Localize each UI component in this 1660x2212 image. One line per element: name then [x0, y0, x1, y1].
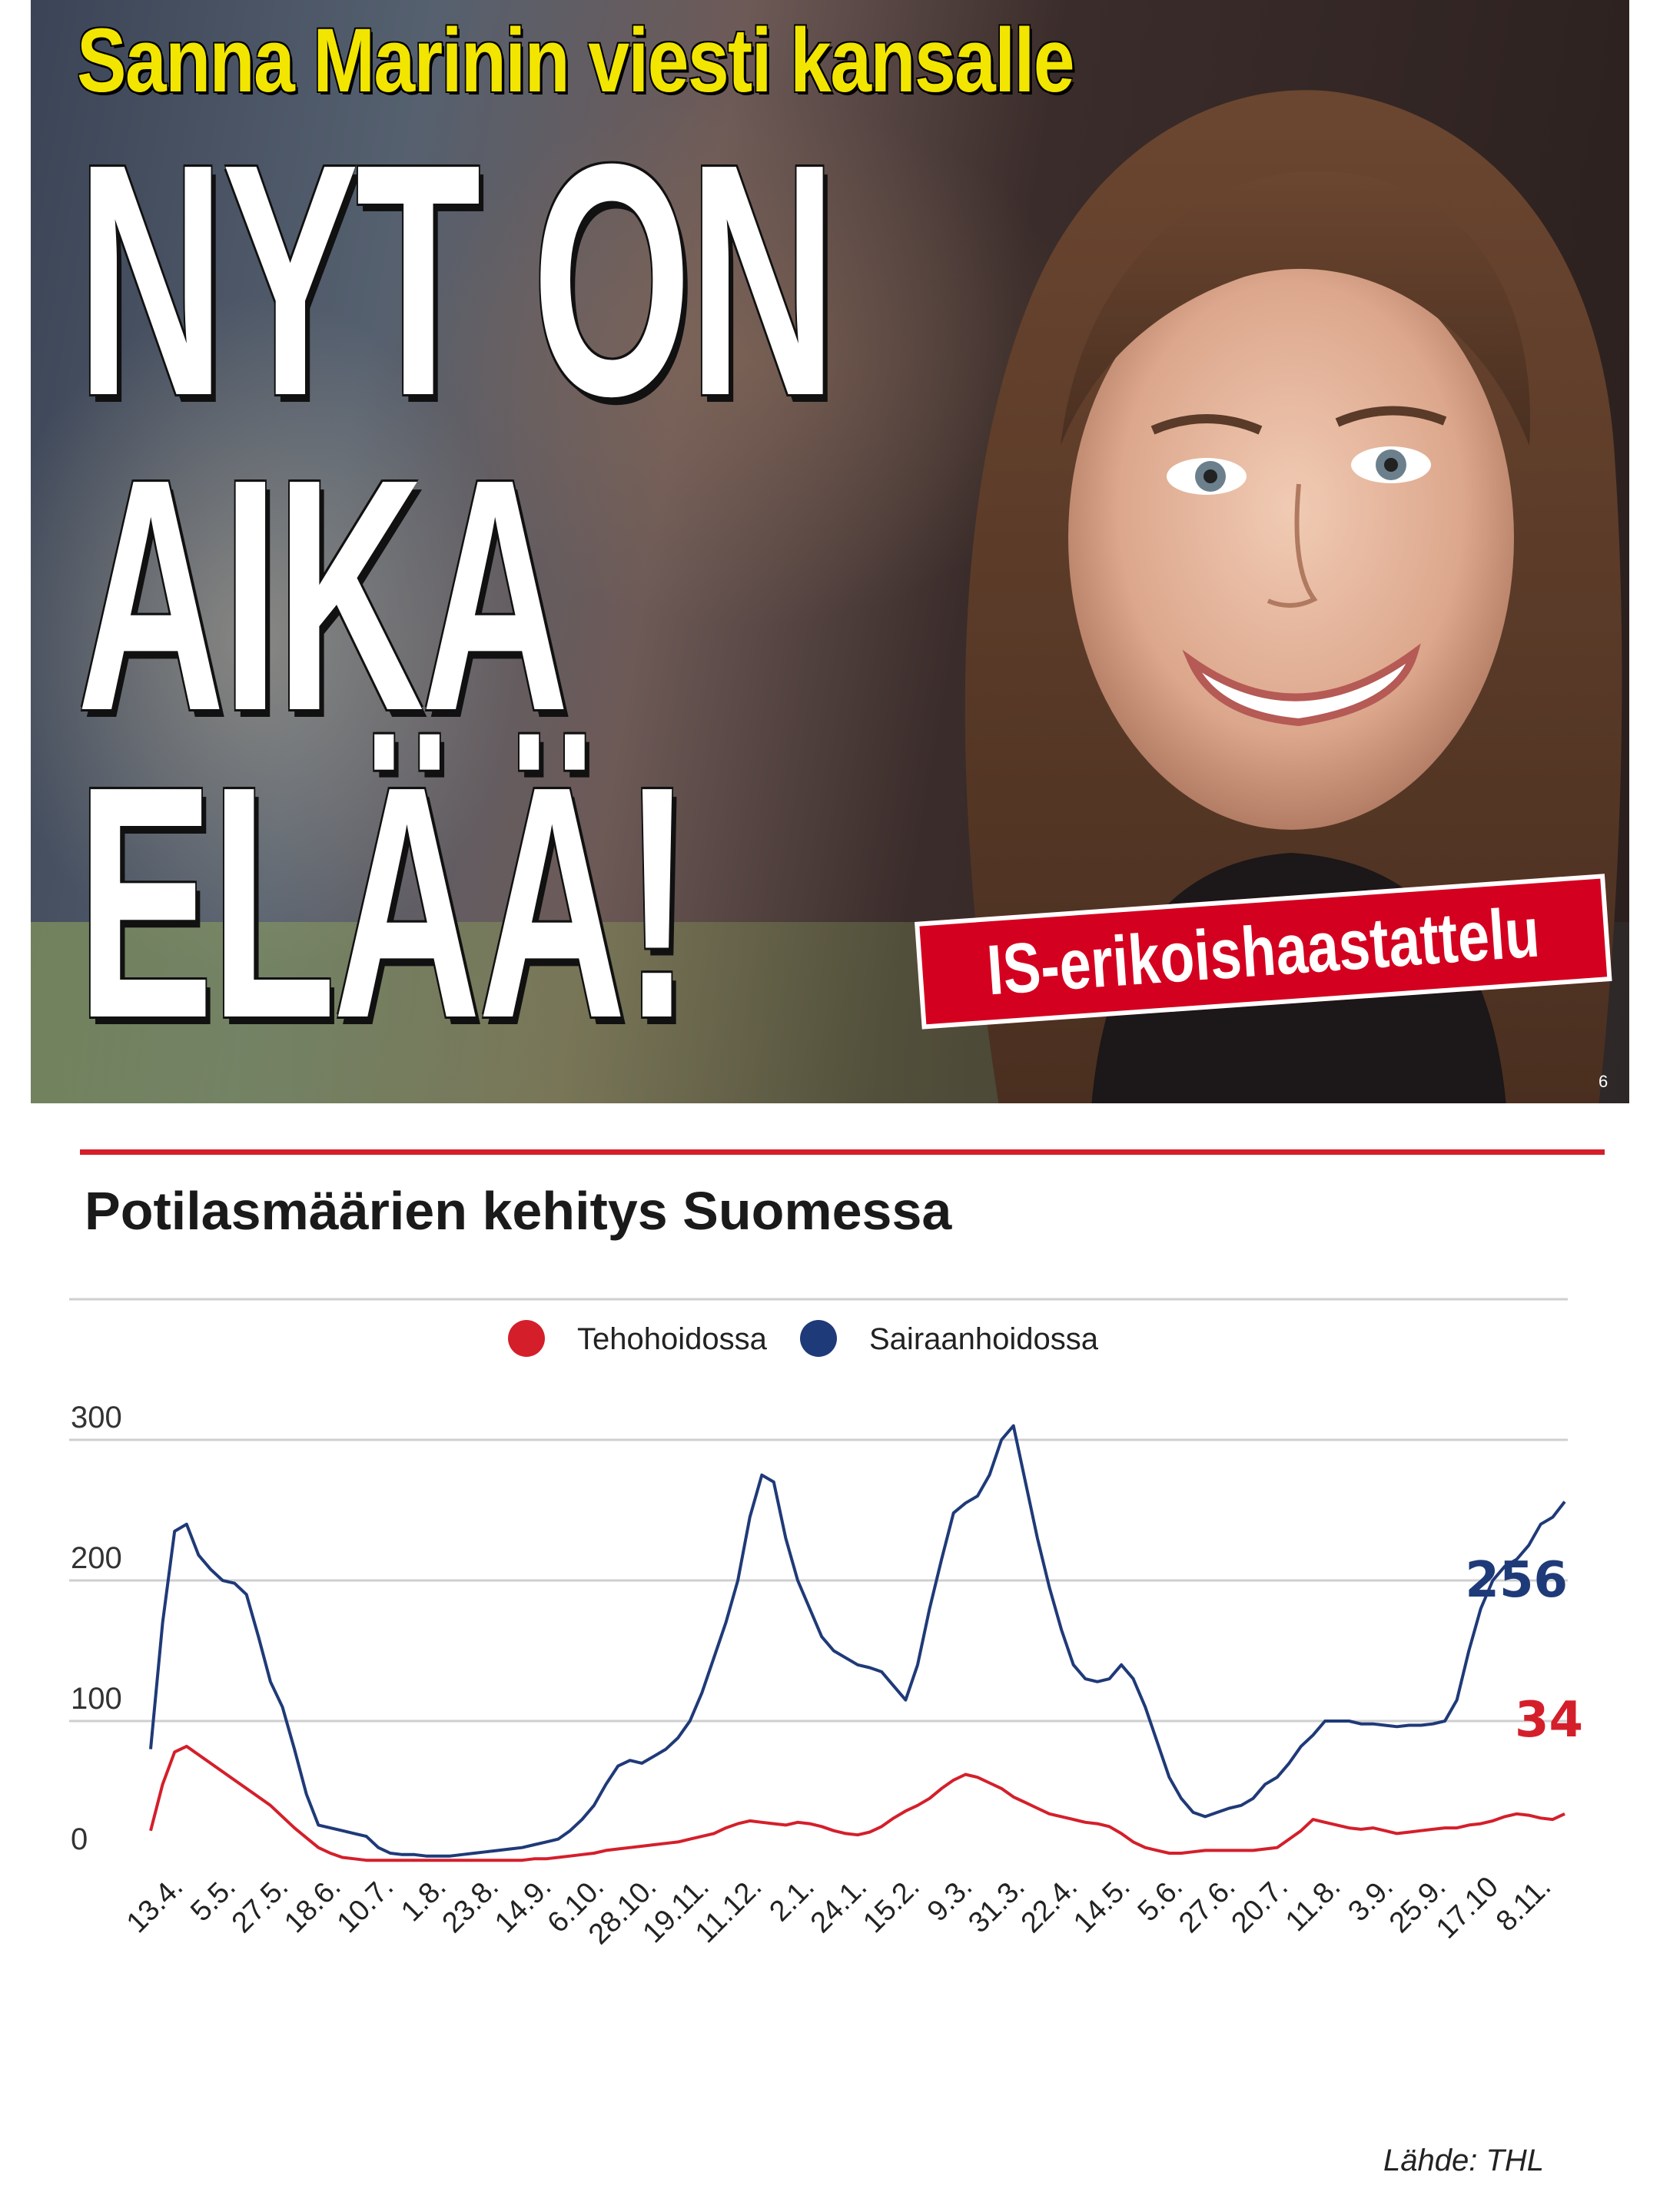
legend-marker-0: [508, 1320, 545, 1357]
headline-line-2: AIKA: [77, 411, 569, 780]
chart-series: [149, 1424, 1566, 1862]
end-label-sairaanhoidossa: 256: [1465, 1552, 1568, 1609]
chart-legend: Tehohoidossa Sairaanhoidossa: [508, 1320, 1099, 1357]
x-tick-label: 15.2.: [857, 1871, 925, 1939]
x-tick-label: 27.6.: [1173, 1871, 1241, 1939]
x-tick-label: 14.5.: [1067, 1871, 1136, 1939]
headline-line-1: NYT ON: [77, 96, 837, 465]
legend-label-1: Sairaanhoidossa: [869, 1322, 1099, 1356]
x-tick-label: 11.8.: [1280, 1871, 1346, 1938]
legend-label-0: Tehohoidossa: [577, 1322, 768, 1356]
source-note: Lähde: THL: [1383, 2144, 1545, 2177]
x-tick-label: 8.11.: [1490, 1871, 1557, 1938]
x-tick-label: 20.7.: [1226, 1871, 1294, 1939]
y-tick-label-300: 300: [71, 1401, 122, 1434]
headline-top: Sanna Marinin viesti kansalle: [77, 10, 1075, 111]
legend-marker-1: [800, 1320, 837, 1357]
x-tick-label: 17.10: [1430, 1871, 1505, 1945]
x-tick-label: 14.9.: [489, 1871, 557, 1939]
y-tick-label-100: 100: [71, 1682, 122, 1716]
chart-top-rule: [80, 1149, 1605, 1155]
magazine-cover-banner: Sanna Marinin viesti kansalle NYT ON AIK…: [31, 0, 1629, 1103]
x-tick-label: 24.1.: [805, 1871, 873, 1939]
y-tick-label-400: 400: [71, 1291, 122, 1294]
series-line-sairaanhoidossa: [149, 1424, 1566, 1858]
y-tick-label-0: 0: [71, 1822, 88, 1856]
line-chart: Tehohoidossa Sairaanhoidossa 0 100 200 300 40…: [69, 1291, 1583, 1951]
series-end-labels: 256 34: [1465, 1552, 1583, 1749]
x-tick-label: 10.7.: [331, 1871, 400, 1939]
x-tick-label: 23.8.: [437, 1871, 505, 1939]
x-tick-label: 27.5.: [226, 1871, 294, 1939]
x-tick-label: 31.3.: [962, 1871, 1031, 1939]
chart-title: Potilasmäärien kehitys Suomessa: [85, 1181, 952, 1241]
series-line-tehohoidossa: [149, 1744, 1565, 1862]
x-tick-label: 13.4.: [121, 1871, 189, 1939]
x-tick-label: 22.4.: [1015, 1871, 1084, 1939]
x-axis-ticks: 13.4.5.5.27.5.18.6.10.7.1.8.23.8.14.9.6.…: [121, 1871, 1557, 1951]
y-axis-ticks: 0 100 200 300 400: [71, 1291, 122, 1856]
y-tick-label-200: 200: [71, 1541, 122, 1575]
photo-credit: 6: [1599, 1072, 1609, 1091]
headline-line-3: ELÄÄ!: [77, 718, 692, 1087]
chart-grid: [69, 1298, 1568, 1723]
end-label-tehohoidossa: 34: [1515, 1692, 1583, 1749]
x-tick-label: 18.6.: [278, 1871, 347, 1939]
